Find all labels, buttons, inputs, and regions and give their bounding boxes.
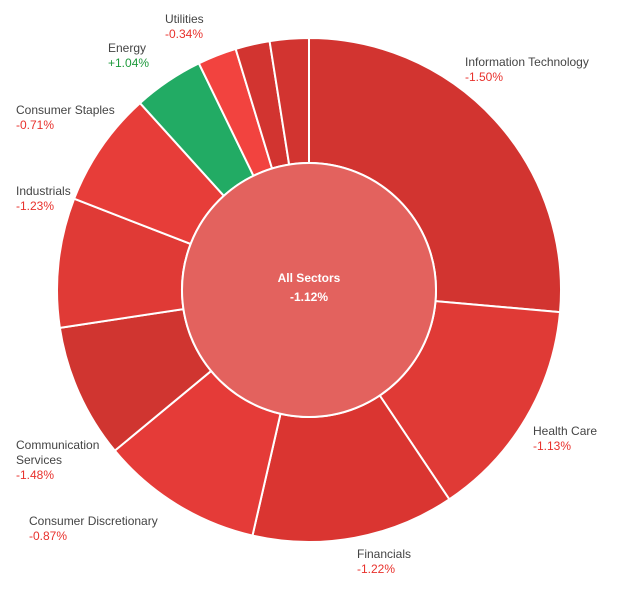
label-industrials: Industrials -1.23% bbox=[16, 184, 71, 213]
label-utilities: Utilities -0.34% bbox=[165, 12, 204, 41]
center-value: -1.12% bbox=[290, 290, 328, 304]
label-communication-services: Communication Services -1.48% bbox=[16, 438, 100, 482]
label-consumer-staples: Consumer Staples -0.71% bbox=[16, 103, 115, 132]
center-circle[interactable] bbox=[181, 162, 437, 418]
label-information-technology: Information Technology -1.50% bbox=[465, 55, 589, 84]
center-label: All Sectors bbox=[278, 271, 341, 285]
label-financials: Financials -1.22% bbox=[357, 547, 412, 576]
label-health-care: Health Care -1.13% bbox=[533, 424, 598, 453]
label-energy: Energy +1.04% bbox=[108, 41, 150, 70]
label-consumer-discretionary: Consumer Discretionary -0.87% bbox=[29, 514, 158, 543]
